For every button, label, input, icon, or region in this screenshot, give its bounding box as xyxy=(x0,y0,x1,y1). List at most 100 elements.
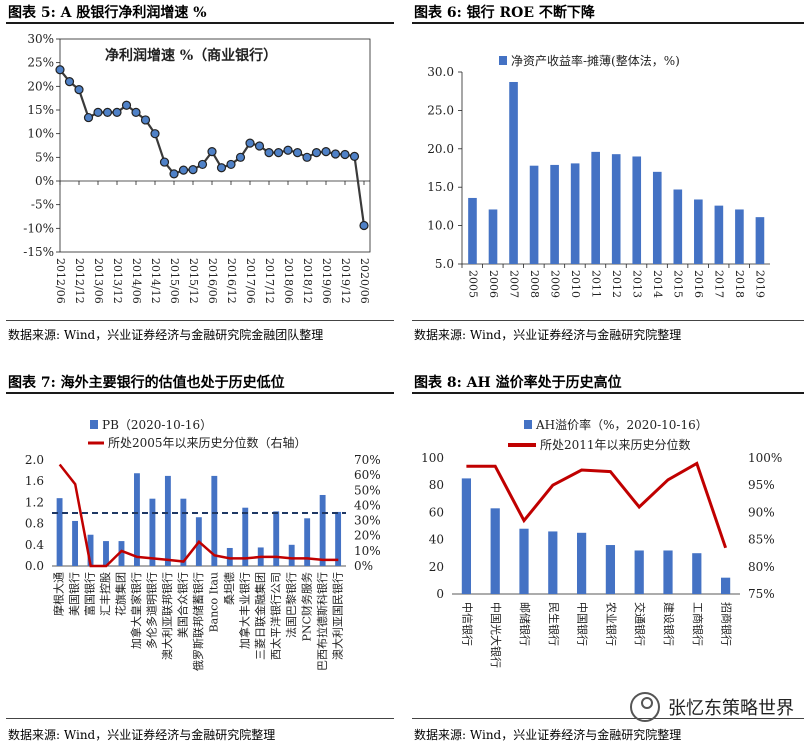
title-rule-5 xyxy=(6,22,394,24)
y-tick-label: 100 xyxy=(421,451,444,465)
x-tick-label: 2014/12 xyxy=(149,258,162,304)
data-point xyxy=(359,220,369,231)
source-rule-8 xyxy=(412,718,804,719)
bar xyxy=(694,199,703,264)
bar xyxy=(570,163,580,264)
bar xyxy=(273,511,280,566)
bar xyxy=(735,209,744,264)
bar xyxy=(548,531,558,594)
data-point xyxy=(188,165,198,175)
y2-tick-label: 85% xyxy=(748,533,775,547)
x-tick-label: 西太平洋银行公司 xyxy=(268,572,282,660)
y-tick-label: 5% xyxy=(35,150,54,164)
x-tick-label: 建设银行 xyxy=(662,602,676,646)
wechat-logo-icon xyxy=(630,692,660,722)
x-tick-label: 2007 xyxy=(507,270,520,298)
x-tick-label: 俄罗斯联邦储蓄银行 xyxy=(191,572,205,671)
y-tick-label: 25% xyxy=(27,56,54,70)
bar xyxy=(488,209,498,264)
data-point xyxy=(292,148,303,158)
title-rule-7 xyxy=(6,392,394,394)
y2-tick-label: 40% xyxy=(354,498,381,512)
data-point xyxy=(74,85,84,95)
x-tick-label: 2009 xyxy=(548,270,561,298)
y-tick-label: 25.0 xyxy=(427,103,454,117)
data-point xyxy=(83,112,94,123)
data-point xyxy=(197,159,208,170)
x-tick-label: 2015/12 xyxy=(187,258,200,304)
data-point xyxy=(235,152,246,162)
data-point xyxy=(93,107,103,117)
y-tick-label: 15.0 xyxy=(427,180,454,194)
bar xyxy=(149,498,156,566)
bar xyxy=(673,189,683,264)
data-point xyxy=(169,169,179,179)
x-tick-label: 2017/12 xyxy=(263,258,276,304)
data-point xyxy=(150,129,160,139)
x-tick-label: 巴西布拉德斯科银行 xyxy=(315,572,329,671)
y-tick-label: 15% xyxy=(27,103,54,117)
x-tick-label: 中国银行 xyxy=(576,602,590,646)
y-tick-label: -15% xyxy=(23,245,54,259)
x-tick-label: 2012/12 xyxy=(73,258,86,304)
x-tick-label: 农业银行 xyxy=(604,602,618,646)
source-7: 数据来源: Wind，兴业证券经济与金融研究院整理 xyxy=(8,728,276,742)
bar xyxy=(576,532,587,594)
y2-tick-label: 95% xyxy=(748,478,775,492)
x-tick-label: 中信银行 xyxy=(460,602,474,646)
x-tick-label: 2006 xyxy=(487,270,500,298)
source-rule-7 xyxy=(6,718,394,719)
title-rule-6 xyxy=(412,22,804,24)
bar xyxy=(490,508,500,594)
y-tick-label: 1.6 xyxy=(25,474,44,488)
x-tick-label: 招商银行 xyxy=(720,602,734,646)
bar xyxy=(468,197,477,264)
y-tick-label: 20 xyxy=(429,560,444,574)
data-point xyxy=(121,100,132,110)
data-point xyxy=(55,65,65,75)
y-tick-label: 0.8 xyxy=(25,517,44,531)
source-8: 数据来源: Wind，兴业证券经济与金融研究院整理 xyxy=(414,728,682,742)
bar xyxy=(755,217,765,264)
y2-tick-label: 70% xyxy=(354,453,381,467)
data-point xyxy=(340,149,350,160)
data-point xyxy=(140,115,151,125)
y2-tick-label: 10% xyxy=(354,544,381,558)
percentile-line xyxy=(466,461,728,549)
x-tick-label: 富国银行 xyxy=(83,572,97,616)
data-point xyxy=(207,147,217,157)
x-tick-label: 2018/12 xyxy=(301,258,314,304)
legend-swatch xyxy=(499,56,507,65)
chart-bank-roe: 30.0 25.0 20.0 15.0 10.0 5.0 2005 2006 2007 2008 2… xyxy=(427,53,770,298)
bar xyxy=(180,498,187,566)
x-tick-label: 民生银行 xyxy=(547,602,561,646)
bar xyxy=(720,577,731,594)
data-point xyxy=(245,138,255,148)
data-point xyxy=(321,147,331,157)
data-point xyxy=(64,76,75,87)
x-tick-label: 2015 xyxy=(672,270,685,298)
panel-title-8: 图表 8: AH 溢价率处于历史高位 xyxy=(414,375,622,391)
data-point xyxy=(283,145,293,155)
x-tick-label: 2019 xyxy=(754,270,767,298)
x-tick-label: 加拿大丰业银行 xyxy=(237,572,251,649)
bar xyxy=(663,550,673,594)
legend-label: 净资产收益率-摊薄(整体法，%) xyxy=(511,53,680,68)
y2-tick-label: 0% xyxy=(354,559,373,573)
y-tick-label: -10% xyxy=(23,221,54,235)
bar xyxy=(118,541,125,566)
y2-tick-label: 30% xyxy=(354,514,381,528)
data-point xyxy=(216,163,227,173)
x-tick-label: 2016/06 xyxy=(206,258,219,304)
y2-tick-label: 90% xyxy=(748,505,775,519)
y-tick-label: 60 xyxy=(429,505,444,519)
bar xyxy=(134,473,140,566)
x-tick-label: 2014 xyxy=(651,270,664,298)
x-tick-label: 花旗集团 xyxy=(114,572,128,616)
y-tick-label: 40 xyxy=(429,533,444,547)
y-tick-label: 0.4 xyxy=(25,538,44,552)
data-point xyxy=(112,107,122,117)
bar xyxy=(634,550,644,594)
y2-tick-label: 50% xyxy=(354,483,381,497)
x-tick-label: 多伦多道明银行 xyxy=(145,572,159,649)
